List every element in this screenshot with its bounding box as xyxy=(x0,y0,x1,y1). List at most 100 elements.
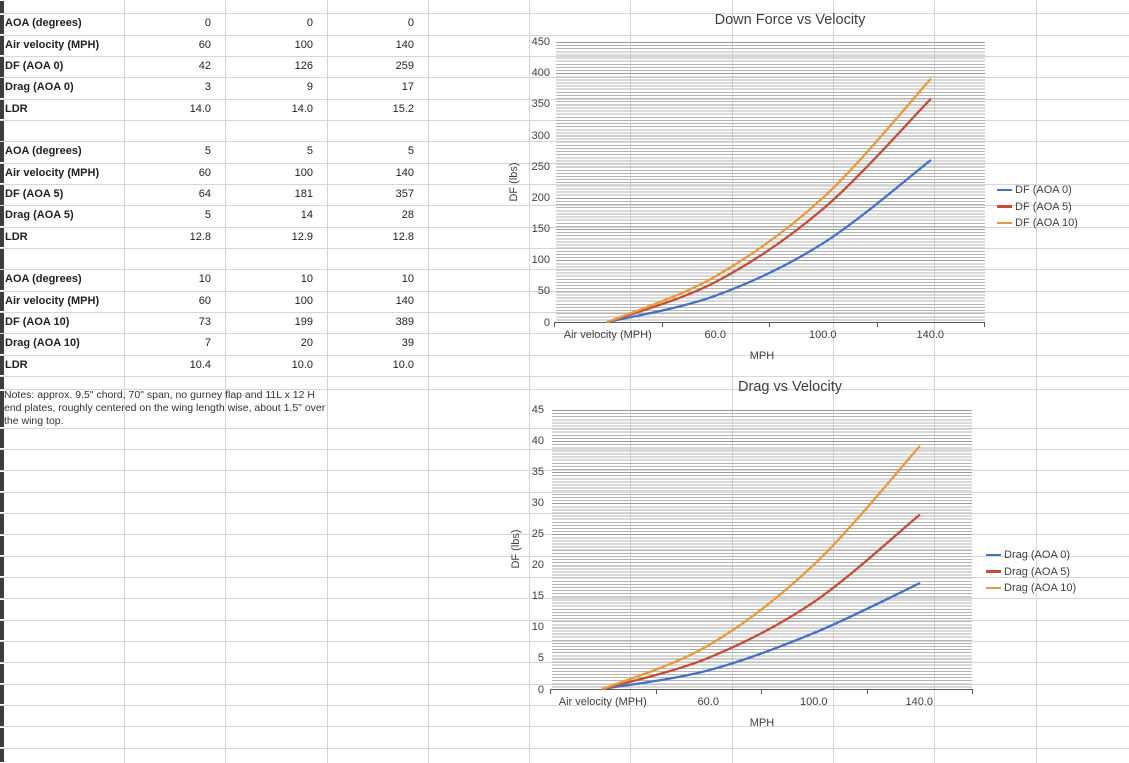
value-cell[interactable]: 199 xyxy=(294,315,313,328)
row-label-cell[interactable]: AOA (degrees) xyxy=(5,273,82,286)
row-header-edge xyxy=(0,390,4,428)
row-label-cell[interactable]: AOA (degrees) xyxy=(5,145,82,158)
row-label-cell[interactable]: DF (AOA 5) xyxy=(5,187,64,200)
value-cell[interactable]: 12.9 xyxy=(291,230,313,243)
plot-gridlines xyxy=(552,409,972,690)
row-label-cell[interactable]: Air velocity (MPH) xyxy=(5,294,100,307)
value-cell[interactable]: 64 xyxy=(198,187,211,200)
row-header-edge xyxy=(0,121,4,141)
x-axis-tickmark xyxy=(550,689,552,694)
row-header-edge xyxy=(0,428,4,449)
gridline xyxy=(732,0,733,763)
value-cell[interactable]: 14 xyxy=(300,209,313,222)
value-cell[interactable]: 28 xyxy=(401,209,414,222)
value-cell[interactable]: 10.0 xyxy=(291,358,313,371)
value-cell[interactable]: 0 xyxy=(306,17,313,30)
gridline xyxy=(124,0,125,763)
value-cell[interactable]: 140 xyxy=(395,294,414,307)
row-label-cell[interactable]: Drag (AOA 10) xyxy=(5,337,80,350)
x-axis-tick-label: Air velocity (MPH) xyxy=(563,329,652,341)
value-cell[interactable]: 140 xyxy=(395,166,414,179)
legend-entry[interactable]: DF (AOA 0) xyxy=(997,184,1078,196)
value-cell[interactable]: 39 xyxy=(401,337,414,350)
value-cell[interactable]: 5 xyxy=(204,145,211,158)
gridline xyxy=(225,0,226,763)
value-cell[interactable]: 140 xyxy=(395,38,414,51)
legend-entry[interactable]: DF (AOA 5) xyxy=(997,201,1078,213)
value-cell[interactable]: 73 xyxy=(198,315,211,328)
row-label-cell[interactable]: Drag (AOA 0) xyxy=(5,81,74,94)
row-label-cell[interactable]: LDR xyxy=(5,358,28,371)
value-cell[interactable]: 15.2 xyxy=(392,102,414,115)
gridline xyxy=(630,0,631,763)
value-cell[interactable]: 14.0 xyxy=(291,102,313,115)
notes-cell[interactable]: Notes: approx. 9.5" chord, 70" span, no … xyxy=(4,389,326,427)
value-cell[interactable]: 17 xyxy=(401,81,414,94)
value-cell[interactable]: 12.8 xyxy=(189,230,211,243)
row-label-cell[interactable]: DF (AOA 0) xyxy=(5,59,64,72)
row-header-edge xyxy=(0,227,4,248)
row-header-edge xyxy=(0,471,4,492)
row-header-edge xyxy=(0,514,4,534)
value-cell[interactable]: 60 xyxy=(198,38,211,51)
value-cell[interactable]: 100 xyxy=(294,166,313,179)
row-header-edge xyxy=(0,663,4,684)
legend-entry[interactable]: Drag (AOA 10) xyxy=(986,582,1076,594)
legend-label: DF (AOA 5) xyxy=(1015,200,1072,213)
table-row: Air velocity (MPH) 60 100 140 xyxy=(0,35,421,56)
legend-entry[interactable]: DF (AOA 10) xyxy=(997,217,1078,229)
value-cell[interactable]: 9 xyxy=(306,81,313,94)
value-cell[interactable]: 7 xyxy=(204,337,211,350)
row-label-cell[interactable]: Air velocity (MPH) xyxy=(5,166,100,179)
row-header-edge xyxy=(0,249,4,269)
x-axis-tickmark xyxy=(984,322,986,327)
value-cell[interactable]: 10.4 xyxy=(189,358,211,371)
value-cell[interactable]: 60 xyxy=(198,166,211,179)
value-cell[interactable]: 389 xyxy=(395,315,414,328)
legend-line-swatch xyxy=(997,188,1012,192)
legend-line-swatch xyxy=(997,205,1012,208)
value-cell[interactable]: 5 xyxy=(204,209,211,222)
value-cell[interactable]: 10.0 xyxy=(392,358,414,371)
gridline xyxy=(327,0,328,763)
table-row: LDR 12.8 12.9 12.8 xyxy=(0,227,421,248)
x-axis-tickmark xyxy=(876,322,878,327)
row-label-cell[interactable]: LDR xyxy=(5,230,28,243)
row-header-edge xyxy=(0,535,4,556)
value-cell[interactable]: 3 xyxy=(204,81,211,94)
row-label-cell[interactable]: Drag (AOA 5) xyxy=(5,209,74,222)
x-axis-tick-label: 100.0 xyxy=(808,329,837,341)
x-axis-tickmark xyxy=(972,689,974,694)
row-label-cell[interactable]: LDR xyxy=(5,102,28,115)
value-cell[interactable]: 357 xyxy=(395,187,414,200)
value-cell[interactable]: 100 xyxy=(294,38,313,51)
row-label-cell[interactable]: AOA (degrees) xyxy=(5,17,82,30)
legend-entry[interactable]: Drag (AOA 5) xyxy=(986,566,1076,578)
value-cell[interactable]: 126 xyxy=(294,59,313,72)
value-cell[interactable]: 10 xyxy=(198,273,211,286)
value-cell[interactable]: 12.8 xyxy=(392,230,414,243)
row-header-edge xyxy=(0,35,4,56)
table-row: AOA (degrees) 0 0 0 xyxy=(0,13,421,34)
value-cell[interactable]: 42 xyxy=(198,59,211,72)
value-cell[interactable]: 10 xyxy=(401,273,414,286)
row-header-edge xyxy=(0,748,4,763)
row-label-cell[interactable]: DF (AOA 10) xyxy=(5,315,70,328)
value-cell[interactable]: 181 xyxy=(294,187,313,200)
value-cell[interactable]: 20 xyxy=(300,337,313,350)
value-cell[interactable]: 0 xyxy=(204,17,211,30)
value-cell[interactable]: 100 xyxy=(294,294,313,307)
x-axis-tick-label: 140.0 xyxy=(916,329,945,341)
x-axis-tickmark xyxy=(655,689,657,694)
x-axis-tick-label: 140.0 xyxy=(905,696,934,708)
value-cell[interactable]: 0 xyxy=(407,17,414,30)
value-cell[interactable]: 5 xyxy=(407,145,414,158)
value-cell[interactable]: 10 xyxy=(300,273,313,286)
value-cell[interactable]: 259 xyxy=(395,59,414,72)
legend-entry[interactable]: Drag (AOA 0) xyxy=(986,549,1076,561)
row-label-cell[interactable]: Air velocity (MPH) xyxy=(5,38,100,51)
value-cell[interactable]: 5 xyxy=(306,145,313,158)
value-cell[interactable]: 14.0 xyxy=(189,102,211,115)
gridline xyxy=(0,333,1129,335)
value-cell[interactable]: 60 xyxy=(198,294,211,307)
